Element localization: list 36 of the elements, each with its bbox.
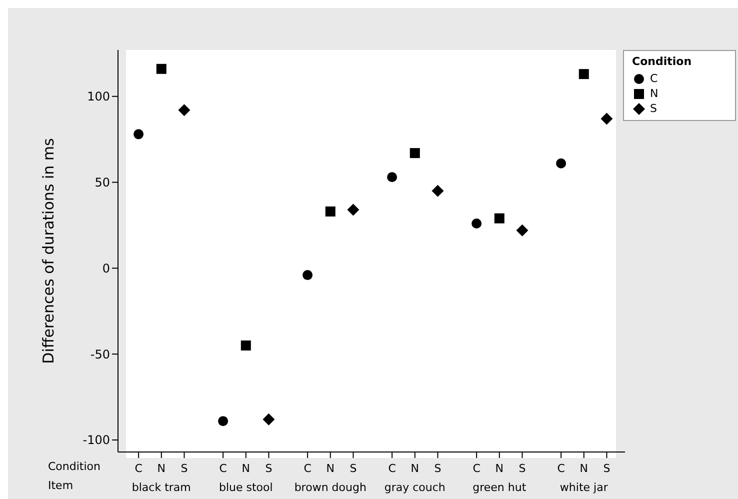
x-tick-label: N <box>326 462 335 475</box>
text: Item <box>48 479 74 492</box>
x-tick-label: N <box>495 462 504 475</box>
x-tick-label: C <box>134 462 143 475</box>
x-tick-label: S <box>603 462 610 475</box>
x-tick-label: N <box>580 462 588 475</box>
x-tick-label: S <box>518 462 526 475</box>
text: blue stool <box>218 481 273 494</box>
text: white jar <box>560 481 608 494</box>
legend-label: N <box>650 87 658 100</box>
x-tick-label: N <box>242 462 250 475</box>
legend-title: Condition <box>632 55 693 68</box>
text: brown dough <box>294 481 366 494</box>
x-tick-label: C <box>557 462 566 475</box>
legend-label: C <box>650 72 658 85</box>
y-tick-label: -50 <box>90 347 110 362</box>
x-tick-label: S <box>265 462 272 475</box>
text: gray couch <box>384 481 446 494</box>
y-tick-label: 100 <box>87 90 110 104</box>
text: black tram <box>132 481 191 494</box>
x-tick-label: S <box>434 462 442 475</box>
x-tick-label: N <box>157 462 166 475</box>
y-axis-title: Differences of durations in ms <box>39 138 58 364</box>
x-tick-label: N <box>410 462 420 475</box>
text: green hut <box>472 481 527 494</box>
x-tick-label: S <box>350 462 357 475</box>
x-tick-label: S <box>180 462 188 475</box>
text: Condition <box>48 460 100 473</box>
y-tick-label: 50 <box>94 176 110 190</box>
y-tick-label: -100 <box>82 433 110 448</box>
x-tick-label: C <box>472 462 481 475</box>
x-tick-label: C <box>388 462 396 475</box>
y-tick-label: 0 <box>102 261 110 276</box>
x-tick-label: C <box>304 462 312 475</box>
x-tick-label: C <box>219 462 228 475</box>
legend-label: S <box>650 102 657 115</box>
